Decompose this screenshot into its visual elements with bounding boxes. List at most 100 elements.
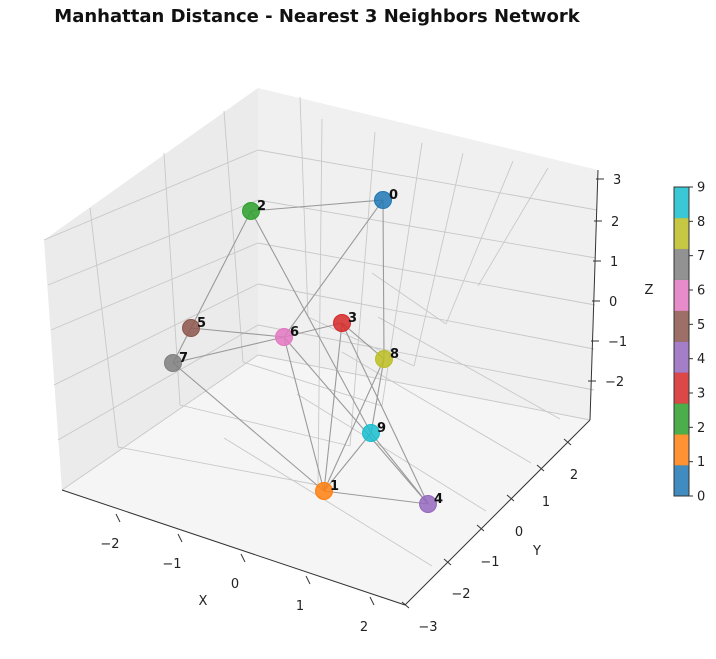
edge-line — [382, 199, 385, 360]
x-axis-label: X — [199, 594, 208, 609]
grid-line — [43, 149, 259, 241]
colorbar-tick-label: 8 — [697, 215, 705, 230]
node-label: 4 — [434, 492, 443, 507]
node-point — [164, 354, 182, 372]
colorbar-tick-label: 0 — [697, 490, 705, 505]
z-tick-label: 3 — [613, 173, 621, 188]
floor-pane — [62, 355, 590, 605]
x-tick — [369, 596, 375, 606]
colorbar-segment — [674, 465, 689, 497]
grid-line — [257, 149, 598, 211]
edge-line — [250, 210, 372, 434]
grid-lines — [43, 96, 598, 567]
colorbar-tick-label: 1 — [697, 455, 705, 470]
edges — [172, 199, 429, 505]
colorbar-segment — [674, 372, 689, 404]
y-tick — [476, 524, 485, 532]
node-point — [374, 191, 392, 209]
colorbar-segment — [674, 187, 689, 219]
edge-line — [172, 336, 285, 364]
edge-line — [283, 199, 384, 338]
edge-line — [370, 358, 385, 434]
y-tick-label: 2 — [570, 468, 578, 483]
grid-line — [349, 131, 376, 447]
node-label: 3 — [348, 311, 357, 326]
y-tick-label: −3 — [418, 620, 437, 635]
z-tick-label: 0 — [609, 295, 617, 310]
colorbar-tick-label: 5 — [697, 318, 705, 333]
y-tick — [536, 464, 545, 472]
x-tick-label: 1 — [296, 599, 304, 614]
colorbar-segment — [674, 248, 689, 280]
x-tick-label: −1 — [162, 557, 181, 572]
node-point — [362, 424, 380, 442]
grid-line — [341, 351, 532, 464]
node-point — [242, 202, 260, 220]
back-pane — [258, 88, 598, 420]
axes: −2 −1 0 1 2 X −3 −2 −1 0 1 2 Y −2 −1 0 1 2 3 Z — [61, 169, 654, 635]
grid-line — [371, 272, 447, 325]
grid-line — [47, 199, 259, 286]
y-tick-label: −2 — [451, 587, 470, 602]
edge-line — [323, 322, 343, 492]
grid-line — [223, 437, 433, 567]
z-axis-line — [589, 169, 599, 421]
grid-line — [61, 354, 259, 491]
grid-line — [50, 242, 259, 331]
edge-line — [190, 327, 285, 338]
grid-line — [257, 242, 596, 306]
grid-line — [413, 152, 464, 367]
grid-line — [223, 110, 244, 363]
grid-line — [317, 118, 323, 486]
colorbar-segment — [674, 217, 689, 250]
x-tick — [177, 533, 183, 543]
edge-line — [323, 490, 429, 505]
colorbar-segment — [674, 434, 689, 466]
y-tick — [443, 558, 452, 566]
grid-line — [477, 167, 549, 287]
x-tick — [240, 553, 246, 563]
node-label: 1 — [330, 479, 339, 494]
grid-line — [57, 324, 259, 441]
nodes: 0 1 2 3 4 5 6 7 8 9 — [164, 188, 443, 513]
node-point — [275, 328, 293, 346]
y-axis-label: Y — [532, 544, 541, 559]
colorbar-tick-label: 3 — [697, 387, 705, 402]
grid-line — [307, 316, 415, 367]
grid-line — [377, 316, 561, 420]
node-point — [182, 319, 200, 337]
x-tick-label: 0 — [231, 577, 239, 592]
node-label: 2 — [257, 199, 266, 214]
y-tick-label: 1 — [542, 495, 550, 510]
node-point — [375, 350, 393, 368]
colorbar-tick-label: 2 — [697, 421, 705, 436]
z-tick-label: −1 — [608, 335, 627, 350]
z-tick-label: 2 — [611, 215, 619, 230]
node-label: 5 — [197, 316, 206, 331]
edge-line — [250, 199, 384, 212]
colorbar-tick-label: 7 — [697, 249, 705, 264]
y-tick — [506, 494, 515, 502]
grid-line — [117, 446, 319, 486]
edge-line — [323, 358, 385, 492]
x-axis-line — [61, 489, 406, 606]
edge-line — [283, 322, 343, 338]
x-tick — [115, 513, 121, 523]
grid-line — [179, 404, 351, 447]
edge-line — [190, 210, 252, 329]
grid-line — [257, 354, 591, 421]
node-label: 8 — [390, 347, 399, 362]
chart-title: Manhattan Distance - Nearest 3 Neighbors… — [54, 6, 580, 27]
y-tick — [563, 438, 572, 446]
node-point — [333, 314, 351, 332]
node-label: 6 — [290, 325, 299, 340]
node-label: 7 — [179, 351, 188, 366]
x-tick-label: 2 — [360, 620, 368, 635]
z-tick-label: −2 — [605, 375, 624, 390]
x-tick — [305, 575, 311, 585]
grid-line — [257, 324, 595, 391]
colorbar-tick-label: 9 — [697, 181, 705, 196]
colorbar-frame — [673, 186, 690, 497]
edge-line — [323, 432, 372, 492]
